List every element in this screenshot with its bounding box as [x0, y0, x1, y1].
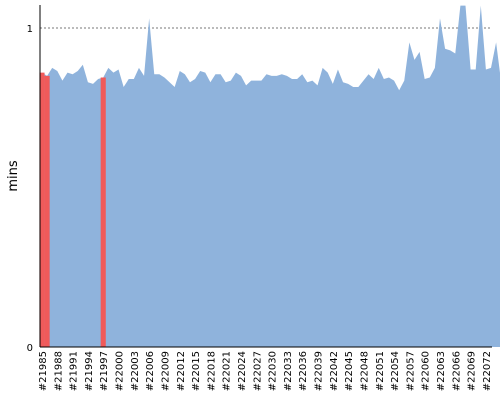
x-tick-label: #22009: [161, 351, 172, 391]
highlight-bar: [44, 75, 50, 347]
highlight-bar: [39, 72, 45, 347]
x-tick-label: #22015: [191, 351, 202, 391]
x-tick-label: #22066: [451, 351, 462, 391]
x-tick-label: #22057: [405, 351, 416, 391]
x-tick-label: #22012: [176, 351, 187, 391]
x-tick-label: #22045: [344, 351, 355, 391]
x-tick-label: #22048: [359, 351, 370, 391]
y-axis-label: mins: [6, 160, 21, 192]
x-tick-label: #22051: [375, 351, 386, 391]
x-tick-label: #22021: [222, 351, 233, 391]
area-fill: [42, 5, 500, 347]
x-tick-label: #22036: [298, 351, 309, 391]
axes: [39, 5, 492, 348]
area-series: [42, 5, 500, 347]
y-tick-labels: 01: [27, 24, 33, 354]
x-tick-label: #22033: [283, 351, 294, 391]
x-tick-label: #22027: [252, 351, 263, 391]
x-tick-label: #21997: [99, 351, 110, 391]
x-tick-label: #22054: [390, 351, 401, 391]
x-tick-labels: #21985 #21988 #21991 #21994 #21997 #22000 #220…: [38, 351, 493, 391]
x-tick-label: #22024: [237, 351, 248, 391]
x-tick-label: #22018: [206, 351, 217, 391]
y-tick-label: 1: [27, 24, 33, 35]
x-tick-label: #22060: [421, 351, 432, 391]
x-tick-label: #22072: [482, 351, 493, 391]
y-tick-label: 0: [27, 343, 33, 354]
x-tick-label: #22030: [268, 351, 279, 391]
x-tick-label: #21994: [84, 351, 95, 391]
x-tick-label: #22042: [329, 351, 340, 391]
x-tick-label: #22069: [467, 351, 478, 391]
x-tick-label: #22039: [314, 351, 325, 391]
x-tick-label: #21988: [53, 351, 64, 391]
x-tick-label: #22000: [115, 351, 126, 391]
x-tick-label: #21985: [38, 351, 49, 391]
x-tick-label: #22003: [130, 351, 141, 391]
highlight-bars: [39, 72, 106, 347]
highlight-bar: [100, 77, 106, 347]
x-tick-label: #22063: [436, 351, 447, 391]
x-tick-label: #22006: [145, 351, 156, 391]
x-tick-label: #21991: [69, 351, 80, 391]
